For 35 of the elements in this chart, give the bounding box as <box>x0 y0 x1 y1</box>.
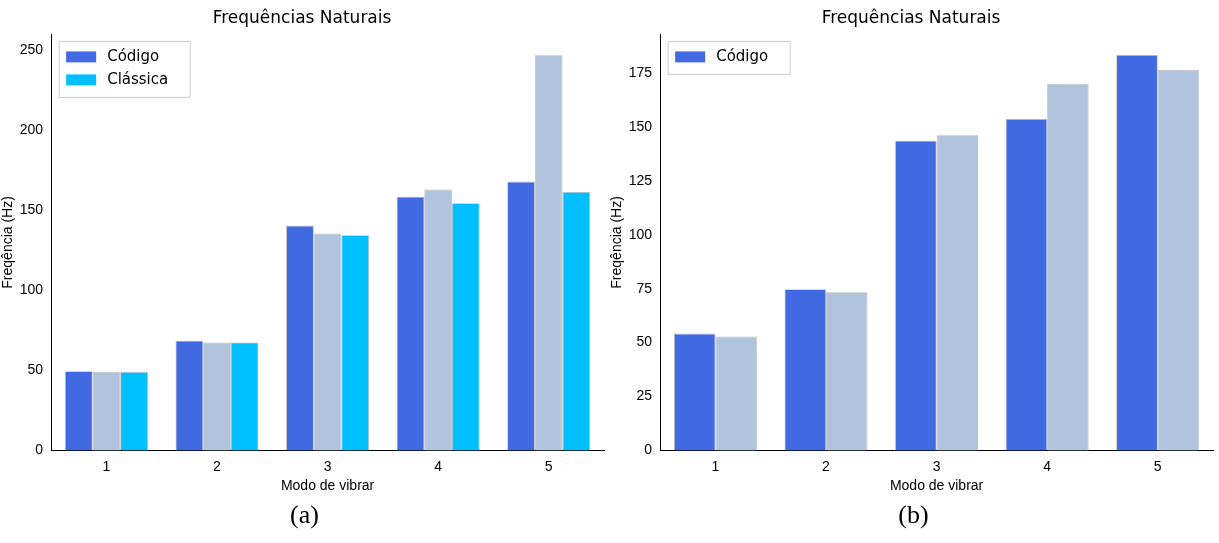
x-axis-title: Modo de vibrar <box>280 477 375 494</box>
x-tick-label: 5 <box>1153 457 1162 474</box>
y-tick-label: 50 <box>27 361 44 378</box>
x-tick-label: 1 <box>711 457 720 474</box>
y-axis-title: Freqência (Hz) <box>0 196 16 289</box>
y-axis-title: Freqência (Hz) <box>608 196 625 289</box>
y-tick-label: 150 <box>628 117 653 134</box>
y-tick-label: 75 <box>636 279 653 296</box>
x-tick-label: 4 <box>1043 457 1052 474</box>
legend-label: Código <box>107 47 160 66</box>
legend-label: Código <box>716 47 769 66</box>
y-tick-label: 250 <box>19 41 44 58</box>
y-tick-label: 0 <box>644 441 653 458</box>
legend-label: Clássica <box>107 70 169 89</box>
y-tick-label: 25 <box>636 387 653 404</box>
y-tick-label: 0 <box>35 441 44 458</box>
x-tick-label: 1 <box>102 457 111 474</box>
x-tick-label: 4 <box>434 457 443 474</box>
x-tick-label: 2 <box>822 457 831 474</box>
x-tick-label: 5 <box>544 457 553 474</box>
text: (a) <box>289 500 320 530</box>
y-tick-label: 200 <box>19 121 44 138</box>
y-tick-label: 50 <box>636 333 653 350</box>
y-tick-label: 175 <box>628 64 653 81</box>
y-tick-label: 100 <box>19 281 44 298</box>
y-tick-label: 125 <box>628 171 653 188</box>
x-tick-label: 3 <box>323 457 332 474</box>
x-tick-label: 2 <box>213 457 222 474</box>
x-tick-label: 3 <box>932 457 941 474</box>
chart-title: Frequências Naturais <box>212 6 392 27</box>
text: (b) <box>897 500 930 530</box>
y-tick-label: 100 <box>628 225 653 242</box>
y-tick-label: 150 <box>19 201 44 218</box>
x-axis-title: Modo de vibrar <box>889 477 984 494</box>
chart-title: Frequências Naturais <box>821 6 1001 27</box>
